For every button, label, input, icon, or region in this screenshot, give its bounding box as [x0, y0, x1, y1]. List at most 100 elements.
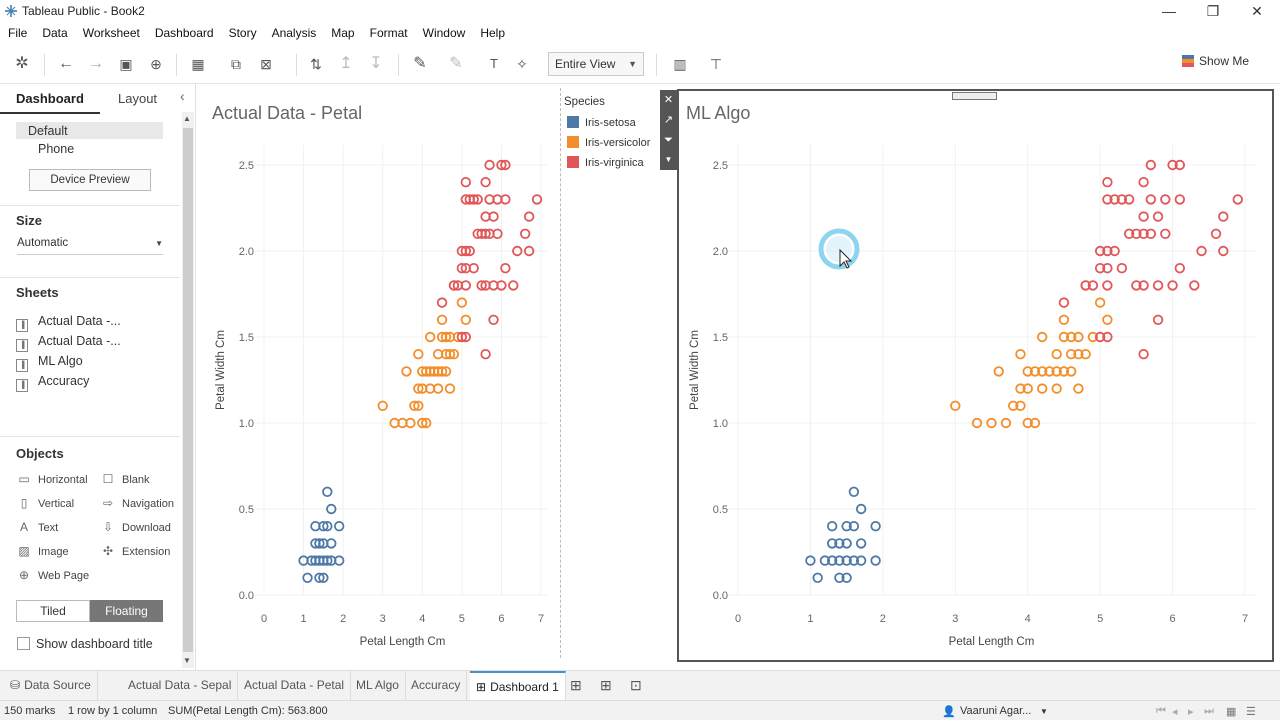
data-point[interactable] — [1008, 400, 1019, 412]
data-point[interactable] — [1138, 211, 1149, 222]
menu-data[interactable]: Data — [42, 26, 68, 40]
data-point[interactable] — [302, 572, 313, 584]
data-point[interactable] — [492, 228, 503, 240]
data-point[interactable] — [1145, 159, 1157, 171]
data-point[interactable] — [1174, 194, 1186, 205]
data-point[interactable] — [1189, 280, 1200, 291]
data-point[interactable] — [417, 417, 428, 429]
data-point[interactable] — [1152, 211, 1164, 222]
menu-analysis[interactable]: Analysis — [271, 26, 317, 40]
data-point[interactable] — [326, 503, 337, 515]
data-point[interactable] — [401, 366, 412, 377]
actual-data-petal-scatter[interactable]: 0 1 2 3 4 5 6 7 0.0 0.5 1.0 1.5 2.0 2.5 Petal Length C… — [200, 125, 555, 655]
data-point[interactable] — [1087, 280, 1099, 291]
data-point[interactable] — [1138, 177, 1149, 188]
list-view-icon[interactable]: ☰ — [1246, 706, 1256, 718]
data-point[interactable] — [826, 521, 838, 532]
new-dashboard-icon[interactable]: ⊞ — [600, 677, 612, 693]
data-point[interactable] — [440, 331, 452, 343]
data-point[interactable] — [1073, 383, 1084, 394]
data-point[interactable] — [1080, 280, 1091, 291]
data-point[interactable] — [1210, 228, 1222, 240]
object-image[interactable]: ▨ Image — [16, 544, 68, 558]
data-point[interactable] — [1174, 159, 1186, 171]
data-point[interactable] — [1123, 194, 1135, 205]
object-horizontal[interactable]: ▭ Horizontal — [16, 472, 87, 486]
minimize-button[interactable]: — — [1162, 3, 1176, 19]
data-point[interactable] — [1094, 331, 1106, 343]
data-point[interactable] — [460, 177, 472, 188]
data-point[interactable] — [1058, 331, 1070, 343]
data-point[interactable] — [1102, 177, 1113, 188]
data-point[interactable] — [1029, 417, 1041, 429]
more-options-icon[interactable]: ▼ — [664, 155, 673, 164]
data-point[interactable] — [1102, 314, 1113, 326]
data-point[interactable] — [826, 555, 838, 566]
data-point[interactable] — [1022, 366, 1033, 377]
sort-ascending-icon[interactable]: ↥ — [339, 55, 353, 72]
tiled-toggle[interactable]: Tiled — [16, 600, 90, 622]
data-point[interactable] — [1102, 262, 1113, 274]
data-point[interactable] — [1065, 348, 1077, 360]
data-point[interactable] — [855, 538, 867, 549]
menu-dashboard[interactable]: Dashboard — [154, 26, 214, 40]
size-dropdown[interactable]: Automatic ▼ — [17, 237, 163, 255]
data-point[interactable] — [496, 280, 507, 291]
legend-item-iris-setosa[interactable]: Iris-setosa — [567, 116, 636, 129]
ml-algo-selected-frame[interactable] — [677, 89, 1274, 662]
data-point[interactable] — [1094, 245, 1106, 257]
data-point[interactable] — [409, 400, 420, 412]
data-point[interactable] — [834, 572, 845, 584]
data-point[interactable] — [1174, 262, 1186, 274]
save-icon[interactable]: ▣ — [119, 56, 133, 72]
data-point[interactable] — [1167, 280, 1178, 291]
data-point[interactable] — [819, 555, 831, 566]
data-point[interactable] — [1138, 280, 1149, 291]
data-point[interactable] — [448, 280, 460, 291]
data-point[interactable] — [512, 245, 523, 257]
data-point[interactable] — [322, 486, 333, 498]
data-point[interactable] — [322, 555, 333, 566]
data-point[interactable] — [413, 383, 424, 394]
data-point[interactable] — [456, 297, 468, 308]
last-page-icon[interactable]: ⏭ — [1204, 705, 1214, 717]
data-point[interactable] — [326, 538, 337, 549]
data-point[interactable] — [1058, 314, 1070, 326]
menu-window[interactable]: Window — [422, 26, 466, 40]
sheet-item-actual-data-sepal[interactable]: ▐ Actual Data -... — [16, 314, 121, 332]
data-point[interactable] — [484, 159, 495, 171]
data-point[interactable] — [841, 572, 852, 584]
tab-actual-data-petal[interactable]: Actual Data - Petal — [238, 671, 352, 700]
fix-axes-icon[interactable]: ✧ — [516, 56, 528, 72]
data-point[interactable] — [488, 314, 499, 326]
data-point[interactable] — [456, 262, 468, 274]
device-preview-button[interactable]: Device Preview — [29, 169, 151, 191]
object-web-page[interactable]: ⊕ Web Page — [16, 568, 89, 582]
data-point[interactable] — [1022, 383, 1033, 394]
floating-toggle[interactable]: Floating — [90, 600, 163, 622]
tab-accuracy[interactable]: Accuracy — [405, 671, 468, 700]
data-point[interactable] — [855, 503, 867, 515]
data-point[interactable] — [834, 538, 845, 549]
data-point[interactable] — [993, 366, 1004, 377]
data-point[interactable] — [1037, 383, 1048, 394]
data-point[interactable] — [1102, 331, 1113, 343]
data-point[interactable] — [480, 348, 491, 360]
data-point[interactable] — [1116, 262, 1128, 274]
data-point[interactable] — [444, 383, 456, 394]
data-point[interactable] — [1218, 211, 1229, 222]
group-members-icon[interactable]: ✎ — [449, 55, 463, 72]
tab-data-source[interactable]: ⛁ Data Source — [4, 671, 98, 700]
show-mark-labels-icon[interactable]: T — [490, 56, 498, 71]
data-point[interactable] — [405, 417, 416, 429]
new-worksheet-icon[interactable]: ⊞ — [570, 677, 582, 693]
restore-button[interactable]: ❐ — [1206, 3, 1220, 19]
data-point[interactable] — [1015, 348, 1026, 360]
data-point[interactable] — [523, 245, 535, 257]
data-point[interactable] — [436, 297, 448, 308]
data-point[interactable] — [1102, 280, 1113, 291]
data-point[interactable] — [500, 194, 511, 205]
data-point[interactable] — [1152, 280, 1164, 291]
data-point[interactable] — [460, 280, 472, 291]
data-point[interactable] — [500, 262, 511, 274]
